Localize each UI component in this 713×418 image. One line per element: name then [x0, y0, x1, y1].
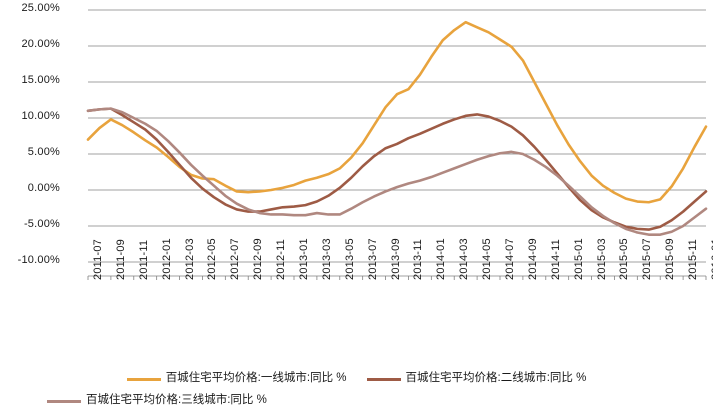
- y-axis-tick-label: 5.00%: [27, 146, 60, 158]
- x-axis-tick-label: 2013-01: [298, 238, 310, 280]
- x-axis-tick-label: 2015-07: [641, 238, 654, 280]
- y-axis-tick-label: 10.00%: [21, 110, 60, 122]
- legend-swatch-tier2: [366, 377, 401, 381]
- x-axis-tick-label: 2014-07: [504, 238, 516, 280]
- x-axis-tick-label: 2013-05: [343, 238, 356, 280]
- x-axis-tick-label: 2015-01: [572, 238, 585, 280]
- x-axis-tick-label: 2013-03: [320, 238, 333, 280]
- series-line-1: [86, 20, 708, 204]
- x-axis-tick-label: 2013-07: [366, 238, 379, 280]
- legend-item-tier2[interactable]: 百城住宅平均价格:二线城市:同比 %: [366, 372, 587, 385]
- y-axis-tick-label: -5.00%: [23, 218, 60, 230]
- chart-legend: 百城住宅平均价格:一线城市:同比 % 百城住宅平均价格:二线城市:同比 % 百城…: [0, 368, 713, 412]
- x-axis-tick-label: 2012-05: [206, 238, 219, 280]
- x-axis-tick-label: 2012-03: [183, 238, 196, 280]
- y-axis-tick-label: 15.00%: [21, 74, 60, 86]
- x-axis-tick-label: 2011-07: [92, 239, 104, 280]
- x-axis-tick-label: 2011-11: [137, 239, 150, 280]
- x-axis-tick-label: 2011-09: [114, 239, 127, 280]
- y-axis-tick-label: 0.00%: [27, 182, 60, 194]
- x-axis-tick-label: 2012-01: [160, 238, 173, 280]
- x-axis-tick-label: 2014-11: [549, 239, 562, 280]
- legend-item-tier1[interactable]: 百城住宅平均价格:一线城市:同比 %: [126, 372, 347, 385]
- x-axis-tick-label: 2012-09: [252, 238, 265, 280]
- legend-swatch-tier3: [47, 399, 81, 403]
- legend-swatch-tier1: [126, 377, 161, 381]
- x-axis-tick-label: 2015-05: [618, 238, 631, 280]
- legend-label-tier1: 百城住宅平均价格:一线城市:同比 %: [165, 372, 347, 385]
- legend-label-tier3: 百城住宅平均价格:三线城市:同比 %: [86, 394, 267, 407]
- x-axis-tick-label: 2015-09: [664, 238, 677, 280]
- y-axis-tick-label: 25.00%: [21, 2, 60, 14]
- legend-item-tier3[interactable]: 百城住宅平均价格:三线城市:同比 %: [47, 395, 267, 407]
- x-axis-tick-label: 2014-09: [526, 238, 539, 280]
- x-axis-tick-label: 2013-11: [412, 239, 425, 280]
- legend-label-tier2: 百城住宅平均价格:二线城市:同比 %: [405, 372, 587, 385]
- x-axis-tick-label: 2014-03: [458, 238, 471, 280]
- x-axis-tick-label: 2012-07: [229, 238, 242, 280]
- y-axis-tick-label: -10.00%: [17, 254, 60, 266]
- x-axis-tick-label: 2013-09: [389, 238, 402, 280]
- x-axis-tick-label: 2014-01: [435, 238, 448, 280]
- x-axis-tick-label: 2015-03: [595, 238, 608, 280]
- x-axis-tick-label: 2014-05: [481, 238, 494, 280]
- y-axis-tick-label: 20.00%: [21, 38, 60, 50]
- series-line-3: [86, 107, 708, 236]
- x-axis-tick-label: 2015-11: [687, 239, 700, 280]
- x-axis-tick-label: 2012-11: [275, 239, 288, 280]
- legend-row-2: 百城住宅平均价格:三线城市:同比 %: [0, 390, 713, 412]
- legend-row-1: 百城住宅平均价格:一线城市:同比 % 百城住宅平均价格:二线城市:同比 %: [0, 368, 713, 390]
